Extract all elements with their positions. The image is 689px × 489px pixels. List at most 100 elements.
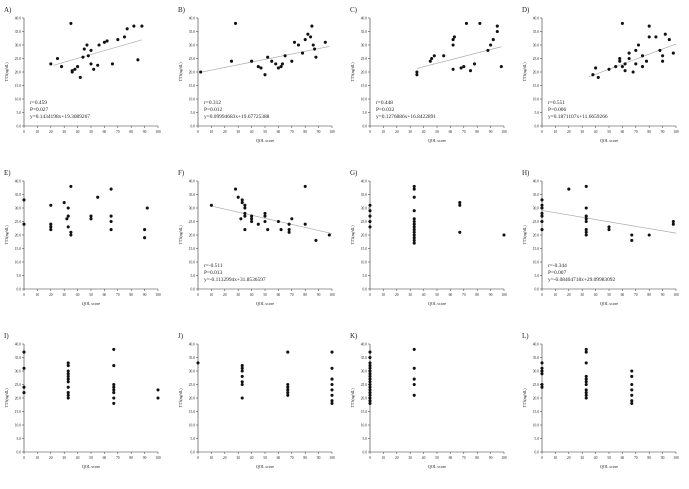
y-tick-label: 40.0 xyxy=(189,342,195,346)
data-point xyxy=(584,184,588,188)
x-tick-label: 70 xyxy=(634,130,638,134)
data-point xyxy=(69,233,73,237)
data-point xyxy=(368,388,372,392)
data-point xyxy=(630,399,634,403)
data-point xyxy=(89,62,93,66)
data-point xyxy=(250,217,254,221)
y-axis-label: TT3(ng/dL) xyxy=(4,225,9,245)
x-tick-label: 20 xyxy=(223,456,227,460)
y-tick-label: 35.0 xyxy=(533,30,539,34)
data-point xyxy=(412,219,416,224)
data-point xyxy=(70,69,74,73)
data-point xyxy=(112,382,116,387)
x-tick-label: 80 xyxy=(303,293,307,297)
data-point xyxy=(412,195,416,199)
data-point xyxy=(105,39,109,43)
x-tick-label: 80 xyxy=(647,130,651,134)
data-point xyxy=(296,43,301,47)
data-point xyxy=(86,54,90,58)
x-tick-label: 50 xyxy=(263,456,267,460)
data-point xyxy=(279,228,283,232)
y-axis-label: TT3(ng/dL) xyxy=(350,62,355,82)
y-tick-label: 30.0 xyxy=(15,43,21,47)
data-point xyxy=(270,59,274,63)
data-point xyxy=(412,228,416,232)
data-point xyxy=(584,233,588,237)
data-point xyxy=(266,228,270,232)
x-tick-label: 60 xyxy=(277,456,281,460)
panel-g: G) TT3(ng/dL) 0.0 5.0 10.0 15.0 20.0 25.0 30.0 35… xyxy=(350,169,507,306)
x-tick-label: 20 xyxy=(567,130,571,134)
data-point xyxy=(256,222,260,226)
data-point xyxy=(280,62,284,66)
y-tick-label: 35.0 xyxy=(189,356,195,360)
panel-h: H) TT3(ng/dL) 0.0 5.0 10.0 15.0 20.0 25.0 30.0 35… xyxy=(522,169,679,306)
y-tick-label: 0.0 xyxy=(17,287,22,291)
data-point xyxy=(671,222,675,226)
x-tick-label: 60 xyxy=(449,130,453,134)
data-point xyxy=(627,56,631,61)
data-point xyxy=(368,385,372,389)
data-point xyxy=(49,62,53,66)
stats-line: y=-0.1132994x+31.8536597 xyxy=(204,277,266,283)
y-tick-label: 20.0 xyxy=(189,233,195,237)
data-point xyxy=(594,66,598,70)
y-tick-label: 35.0 xyxy=(533,356,539,360)
data-point xyxy=(368,374,372,378)
y-tick-label: 30.0 xyxy=(189,206,195,210)
data-point xyxy=(22,222,26,226)
data-point xyxy=(412,184,416,188)
y-tick-label: 30.0 xyxy=(533,369,539,373)
x-tick-label: 80 xyxy=(129,456,133,460)
x-tick-label: 10 xyxy=(554,130,558,134)
stats-line: y=-0.08404718x+29.09983092 xyxy=(548,277,615,283)
panel-label: D) xyxy=(522,6,530,14)
data-point xyxy=(451,38,455,42)
x-tick-label: 0 xyxy=(369,456,371,460)
data-point xyxy=(314,55,318,59)
y-tick-label: 25.0 xyxy=(189,383,195,387)
data-point xyxy=(640,54,645,58)
data-point xyxy=(596,75,600,79)
data-point xyxy=(540,214,544,218)
x-tick-label: 70 xyxy=(290,130,294,134)
data-point xyxy=(243,206,247,210)
data-point xyxy=(143,236,147,240)
data-point xyxy=(368,393,372,397)
x-tick-label: 10 xyxy=(210,293,214,297)
data-point xyxy=(92,67,96,71)
data-point xyxy=(607,67,611,71)
data-point xyxy=(623,69,627,73)
x-tick-label: 50 xyxy=(435,456,439,460)
x-tick-label: 60 xyxy=(621,293,625,297)
y-tick-label: 40.0 xyxy=(361,342,367,346)
panel-label: E) xyxy=(4,169,11,177)
x-tick-label: 100 xyxy=(501,456,507,460)
data-point xyxy=(368,219,372,224)
data-point xyxy=(412,230,416,234)
data-point xyxy=(330,377,334,381)
data-point xyxy=(644,59,649,63)
x-tick-label: 70 xyxy=(462,130,466,134)
x-tick-label: 0 xyxy=(369,293,371,297)
data-point xyxy=(584,388,588,392)
data-point xyxy=(286,388,290,392)
data-point xyxy=(442,54,446,58)
y-tick-label: 40.0 xyxy=(189,16,195,20)
data-point xyxy=(540,219,544,224)
data-point xyxy=(66,391,70,395)
y-tick-label: 40.0 xyxy=(15,16,21,20)
x-tick-label: 90 xyxy=(143,456,147,460)
x-tick-label: 100 xyxy=(501,130,507,134)
x-tick-label: 60 xyxy=(449,456,453,460)
data-point xyxy=(368,399,372,403)
data-point xyxy=(76,65,80,69)
y-tick-label: 15.0 xyxy=(361,84,367,88)
x-tick-label: 100 xyxy=(329,456,335,460)
data-point xyxy=(671,51,675,55)
trend-line xyxy=(588,43,677,78)
y-tick-label: 35.0 xyxy=(361,193,367,197)
y-tick-label: 20.0 xyxy=(189,70,195,74)
data-point xyxy=(22,391,26,395)
y-tick-label: 15.0 xyxy=(189,247,195,251)
